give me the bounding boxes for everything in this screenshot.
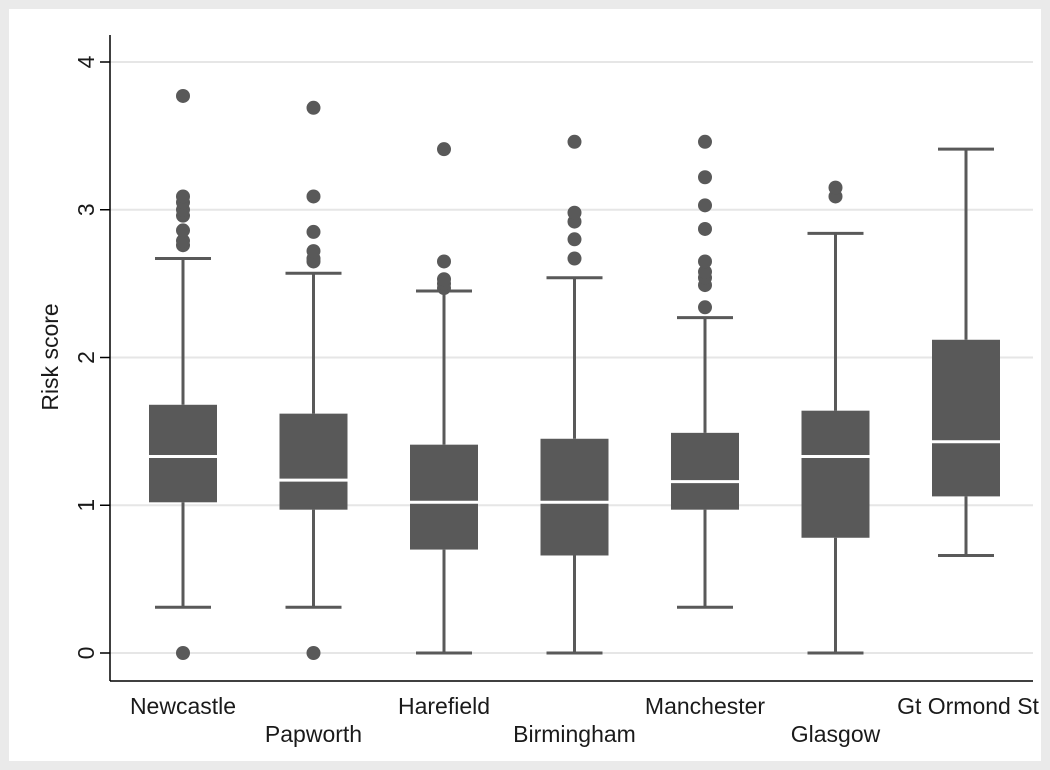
outlier-point [306,100,321,115]
outlier-point [698,254,712,269]
box-iqr [540,438,609,556]
outlier-point [306,224,321,239]
box-group [801,180,870,655]
box-iqr [671,432,739,510]
category-label: Papworth [265,721,362,747]
y-tick-label: 3 [73,203,99,216]
outlier-point [437,142,451,157]
category-label: Glasgow [791,721,881,747]
box-group [540,134,609,655]
category-label: Manchester [645,693,766,719]
box-group [932,147,1000,557]
box-group [671,134,739,609]
y-tick-label: 2 [73,351,99,364]
outlier-point [698,264,712,279]
outlier-point [567,134,582,149]
outlier-point [698,170,712,185]
outlier-point [698,134,712,149]
category-label: Harefield [398,693,490,719]
box-group [410,142,478,655]
category-label: Gt Ormond St [897,693,1039,719]
outlier-point [828,180,843,195]
axes-layer: 0 1 2 3 4 Newcastle Papworth Harefield Birmingha… [73,35,1040,747]
category-label: Birmingham [513,721,636,747]
category-label: Newcastle [130,693,236,719]
outlier-point [306,646,321,660]
outlier-point [176,88,190,103]
y-axis-title: Risk score [37,303,63,410]
box-group [279,100,348,660]
y-tick-label: 4 [73,55,99,68]
outlier-point [698,198,712,213]
box-iqr [410,444,478,550]
outlier-point [306,244,321,259]
outlier-point [567,232,582,247]
y-tick-label: 0 [73,647,99,660]
outlier-point [437,272,451,287]
outlier-point [437,254,451,269]
outlier-point [306,189,321,204]
box-iqr [801,410,870,538]
box-group [149,88,217,660]
y-tick-label: 1 [73,499,99,512]
chart-panel [9,9,1041,761]
box-iqr [279,413,348,510]
box-iqr [149,404,217,503]
outlier-point [176,223,190,238]
outlier-point [176,646,190,660]
box-iqr [932,339,1000,497]
boxes-layer [149,88,1000,660]
outlier-point [176,233,190,248]
outlier-point [698,221,712,236]
outlier-point [567,205,582,220]
outlier-point [176,189,190,204]
outlier-point [698,300,712,315]
outlier-point [567,251,582,266]
